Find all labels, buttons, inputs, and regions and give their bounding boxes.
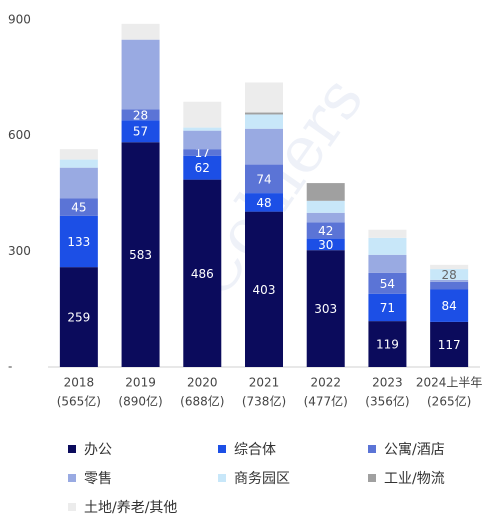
data-label: 74: [256, 172, 271, 186]
x-tick-note: (356亿): [365, 394, 409, 409]
data-label: 54: [380, 277, 395, 291]
bar-segment: [245, 112, 283, 115]
bar-segment: [59, 167, 98, 199]
data-label: 84: [442, 299, 457, 313]
bar-segment: [245, 211, 283, 367]
legend-label: 综合体: [234, 442, 276, 458]
bar-segment: [430, 269, 469, 280]
x-tick-label: 2023: [372, 376, 403, 390]
data-label: 45: [71, 201, 86, 215]
legend-swatch: [218, 445, 226, 453]
bar-segment: [59, 159, 98, 168]
bar-segment: [430, 321, 469, 367]
bar-segment: [183, 179, 222, 367]
bar-segment: [306, 183, 345, 201]
x-tick-note: (738亿): [242, 394, 286, 409]
bar-segment: [121, 120, 160, 143]
data-label: 42: [318, 224, 333, 238]
bar-segment: [245, 164, 283, 194]
bar-segment: [121, 39, 160, 110]
data-label: 48: [256, 196, 271, 210]
bar-segment: [430, 281, 469, 290]
legend-label: 土地/养老/其他: [84, 500, 177, 516]
bar-segment: [368, 229, 407, 238]
x-tick-note: (890亿): [118, 394, 162, 409]
data-label: 133: [67, 235, 90, 249]
x-tick-note: (265亿): [427, 394, 471, 409]
x-tick-label: 2024上半年: [416, 376, 483, 390]
bar-segment: [368, 254, 407, 273]
y-tick-label: -: [8, 360, 12, 374]
x-tick-note: (565亿): [57, 394, 101, 409]
bar-segment: [59, 149, 98, 160]
legend-swatch: [218, 474, 226, 482]
bar-segment: [59, 267, 98, 367]
legend-swatch: [68, 445, 76, 453]
bar-segment: [245, 82, 283, 113]
legend-label: 办公: [84, 442, 112, 458]
bar-segment: [306, 200, 345, 213]
bar-segment: [430, 289, 469, 322]
bar-segment: [306, 212, 345, 223]
data-label: 117: [438, 338, 461, 352]
legend-label: 公寓/酒店: [384, 441, 445, 458]
x-tick-label: 2022: [310, 376, 341, 390]
data-label: 30: [318, 238, 333, 252]
bar-segment: [368, 293, 407, 322]
data-label: 71: [380, 301, 395, 315]
bar-segment: [368, 272, 407, 294]
legend-swatch: [68, 474, 76, 482]
bar-segment: [306, 250, 345, 367]
y-tick-label: 300: [8, 244, 31, 258]
y-tick-label: 600: [8, 128, 31, 142]
bar-segment: [430, 279, 469, 282]
legend-label: 零售: [84, 471, 112, 487]
data-label: 259: [67, 311, 90, 325]
bar-segment: [183, 130, 222, 150]
data-label: 403: [253, 283, 276, 297]
bar-segment: [121, 23, 160, 40]
data-label: 303: [314, 302, 337, 316]
bar-segment: [368, 237, 407, 255]
legend-swatch: [368, 474, 376, 482]
bar-segment: [59, 198, 98, 216]
data-label: 119: [376, 338, 399, 352]
x-tick-note: (688亿): [180, 394, 224, 409]
x-tick-label: 2020: [187, 376, 218, 390]
legend-swatch: [68, 503, 76, 511]
data-label: 28: [442, 268, 457, 282]
bar-segment: [59, 215, 98, 268]
bar-segment: [245, 128, 283, 165]
data-label: 57: [133, 125, 148, 139]
bar-segment: [245, 193, 283, 212]
x-tick-label: 2018: [64, 376, 95, 390]
bar-segment: [121, 142, 160, 367]
x-tick-label: 2019: [125, 376, 156, 390]
legend-label: 商务园区: [234, 471, 290, 487]
data-label: 486: [191, 267, 214, 281]
bar-segment: [183, 101, 222, 128]
bar-segment: [306, 222, 345, 239]
bar-segment: [430, 264, 469, 270]
bar-segment: [121, 109, 160, 121]
legend-swatch: [368, 445, 376, 453]
data-label: 62: [195, 161, 210, 175]
x-tick-note: (477亿): [304, 394, 348, 409]
bar-segment: [183, 127, 222, 131]
data-label: 583: [129, 248, 152, 262]
bar-segment: [183, 155, 222, 180]
bar-segment: [183, 149, 222, 156]
bar-segment: [245, 114, 283, 129]
data-label: 28: [133, 108, 148, 122]
bar-segment: [368, 321, 407, 367]
data-label: 17: [195, 146, 210, 160]
bar-segment: [306, 238, 345, 251]
legend-label: 工业/物流: [384, 471, 445, 487]
x-tick-label: 2021: [249, 376, 280, 390]
y-tick-label: 900: [8, 13, 31, 27]
